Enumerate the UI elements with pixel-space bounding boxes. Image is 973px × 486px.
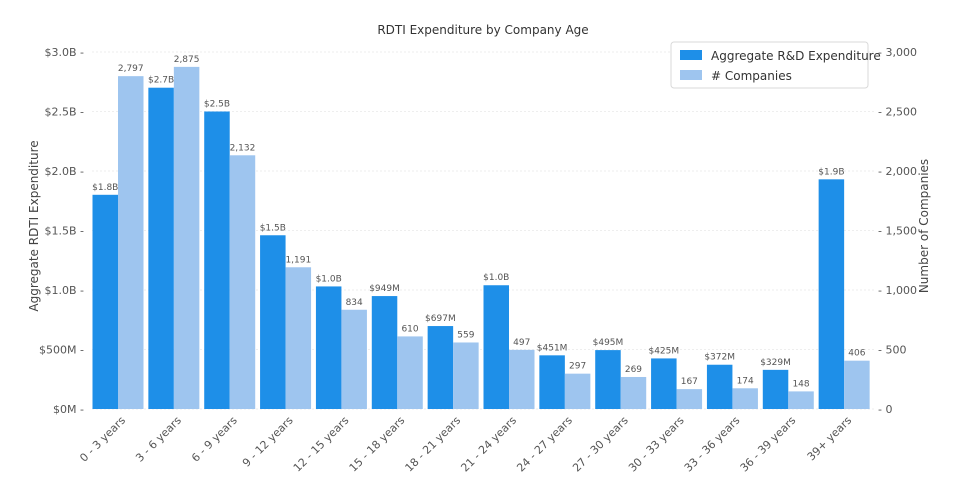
companies-data-label: 174 bbox=[737, 376, 754, 386]
companies-bar bbox=[173, 66, 200, 409]
legend: Aggregate R&D Expenditure # Companies bbox=[670, 41, 881, 89]
x-tick-label: 24 - 27 years bbox=[514, 414, 575, 475]
expenditure-bar bbox=[762, 369, 789, 409]
expenditure-bar bbox=[260, 235, 286, 409]
left-axis-title: Aggregate RDTI Expenditure bbox=[27, 140, 41, 311]
expenditure-bar bbox=[371, 296, 398, 409]
companies-data-label: 559 bbox=[457, 330, 474, 340]
x-tick-label: 12 - 15 years bbox=[291, 414, 352, 475]
companies-data-label: 2,875 bbox=[174, 55, 200, 65]
data-labels: $1.8B $2.7B $2.5B $1.5B $1.0B $949M $697M $1.0B… bbox=[92, 55, 866, 390]
legend-swatch-expenditure bbox=[680, 50, 702, 60]
companies-data-label: 406 bbox=[848, 349, 865, 359]
left-tick-label: $0M - bbox=[53, 403, 84, 416]
companies-bar bbox=[620, 376, 647, 409]
right-tick-label: - 2,500 bbox=[878, 106, 917, 119]
right-tick-label: - 1,500 bbox=[878, 225, 917, 238]
right-tick-label: - 3,000 bbox=[878, 46, 917, 59]
expenditure-bar bbox=[427, 326, 454, 409]
expenditure-bar bbox=[651, 358, 677, 409]
x-axis: 0 - 3 years 3 - 6 years 6 - 9 years 9 - 12 … bbox=[77, 414, 854, 475]
companies-bar bbox=[118, 76, 144, 410]
companies-bar bbox=[676, 389, 703, 409]
legend-box bbox=[670, 41, 869, 89]
expenditure-bar bbox=[706, 364, 733, 409]
legend-label-expenditure: Aggregate R&D Expenditure bbox=[711, 49, 881, 63]
expenditure-bar bbox=[539, 355, 565, 409]
companies-data-label: 2,132 bbox=[230, 143, 256, 153]
x-tick-label: 30 - 33 years bbox=[626, 414, 687, 475]
expenditure-data-label: $2.7B bbox=[148, 76, 174, 86]
expenditure-bar bbox=[315, 286, 342, 409]
left-tick-label: $1.0B - bbox=[44, 284, 84, 297]
x-tick-label: 3 - 6 years bbox=[133, 414, 184, 465]
companies-bar bbox=[397, 336, 423, 409]
expenditure-data-label: $1.8B bbox=[92, 183, 118, 193]
companies-data-label: 297 bbox=[569, 362, 586, 372]
expenditure-data-label: $1.0B bbox=[483, 273, 509, 283]
expenditure-data-label: $1.0B bbox=[316, 274, 342, 284]
expenditure-data-label: $372M bbox=[704, 353, 735, 363]
expenditure-data-label: $451M bbox=[537, 343, 568, 353]
legend-label-companies: # Companies bbox=[711, 69, 792, 83]
bars bbox=[92, 66, 870, 410]
right-tick-label: - 0 bbox=[878, 403, 892, 416]
companies-bar bbox=[564, 373, 591, 409]
x-tick-label: 6 - 9 years bbox=[189, 414, 240, 465]
expenditure-bar bbox=[595, 350, 621, 409]
expenditure-bar bbox=[818, 179, 845, 409]
left-tick-label: $2.0B - bbox=[44, 165, 84, 178]
expenditure-data-label: $949M bbox=[369, 284, 400, 294]
right-axis: - 0 - 500 - 1,000 - 1,500 - 2,000 - 2,500 - 3,… bbox=[878, 46, 917, 416]
expenditure-bar bbox=[148, 87, 174, 409]
companies-data-label: 610 bbox=[401, 324, 418, 334]
right-tick-label: - 500 bbox=[878, 344, 906, 357]
x-tick-label: 21 - 24 years bbox=[458, 414, 519, 475]
companies-data-label: 2,797 bbox=[118, 64, 144, 74]
companies-bar bbox=[285, 267, 312, 409]
left-tick-label: $1.5B - bbox=[44, 225, 84, 238]
expenditure-data-label: $425M bbox=[648, 346, 679, 356]
x-tick-label: 39+ years bbox=[805, 414, 855, 464]
expenditure-data-label: $329M bbox=[760, 358, 791, 368]
companies-bar bbox=[229, 155, 256, 409]
right-axis-title: Number of Companies bbox=[917, 159, 931, 293]
right-tick-label: - 1,000 bbox=[878, 284, 917, 297]
expenditure-bar bbox=[92, 194, 118, 409]
companies-bar bbox=[844, 360, 870, 409]
expenditure-data-label: $1.5B bbox=[260, 223, 286, 233]
left-axis: $0M - $500M - $1.0B - $1.5B - $2.0B - $2.5B -… bbox=[39, 46, 84, 416]
left-tick-label: $2.5B - bbox=[44, 106, 84, 119]
left-tick-label: $3.0B - bbox=[44, 46, 84, 59]
companies-data-label: 497 bbox=[513, 338, 530, 348]
expenditure-data-label: $495M bbox=[593, 338, 624, 348]
x-tick-label: 18 - 21 years bbox=[403, 414, 464, 475]
x-tick-label: 9 - 12 years bbox=[240, 414, 296, 470]
x-tick-label: 33 - 36 years bbox=[682, 414, 743, 475]
companies-bar bbox=[509, 349, 535, 409]
companies-data-label: 834 bbox=[346, 298, 363, 308]
companies-bar bbox=[341, 309, 367, 409]
x-tick-label: 36 - 39 years bbox=[738, 414, 799, 475]
x-tick-label: 15 - 18 years bbox=[347, 414, 408, 475]
x-tick-label: 0 - 3 years bbox=[77, 414, 128, 465]
companies-bar bbox=[732, 388, 758, 409]
expenditure-bar bbox=[483, 285, 509, 409]
companies-data-label: 1,191 bbox=[285, 255, 311, 265]
legend-swatch-companies bbox=[680, 70, 702, 80]
companies-bar bbox=[453, 342, 479, 409]
right-tick-label: - 2,000 bbox=[878, 165, 917, 178]
expenditure-data-label: $2.5B bbox=[204, 100, 230, 110]
expenditure-data-label: $1.9B bbox=[818, 167, 844, 177]
expenditure-data-label: $697M bbox=[425, 314, 456, 324]
companies-data-label: 269 bbox=[625, 365, 642, 375]
companies-bar bbox=[788, 391, 814, 409]
left-tick-label: $500M - bbox=[39, 344, 84, 357]
expenditure-bar bbox=[204, 111, 230, 409]
x-tick-label: 27 - 30 years bbox=[570, 414, 631, 475]
chart-title: RDTI Expenditure by Company Age bbox=[377, 23, 588, 37]
companies-data-label: 148 bbox=[792, 379, 809, 389]
companies-data-label: 167 bbox=[681, 377, 698, 387]
